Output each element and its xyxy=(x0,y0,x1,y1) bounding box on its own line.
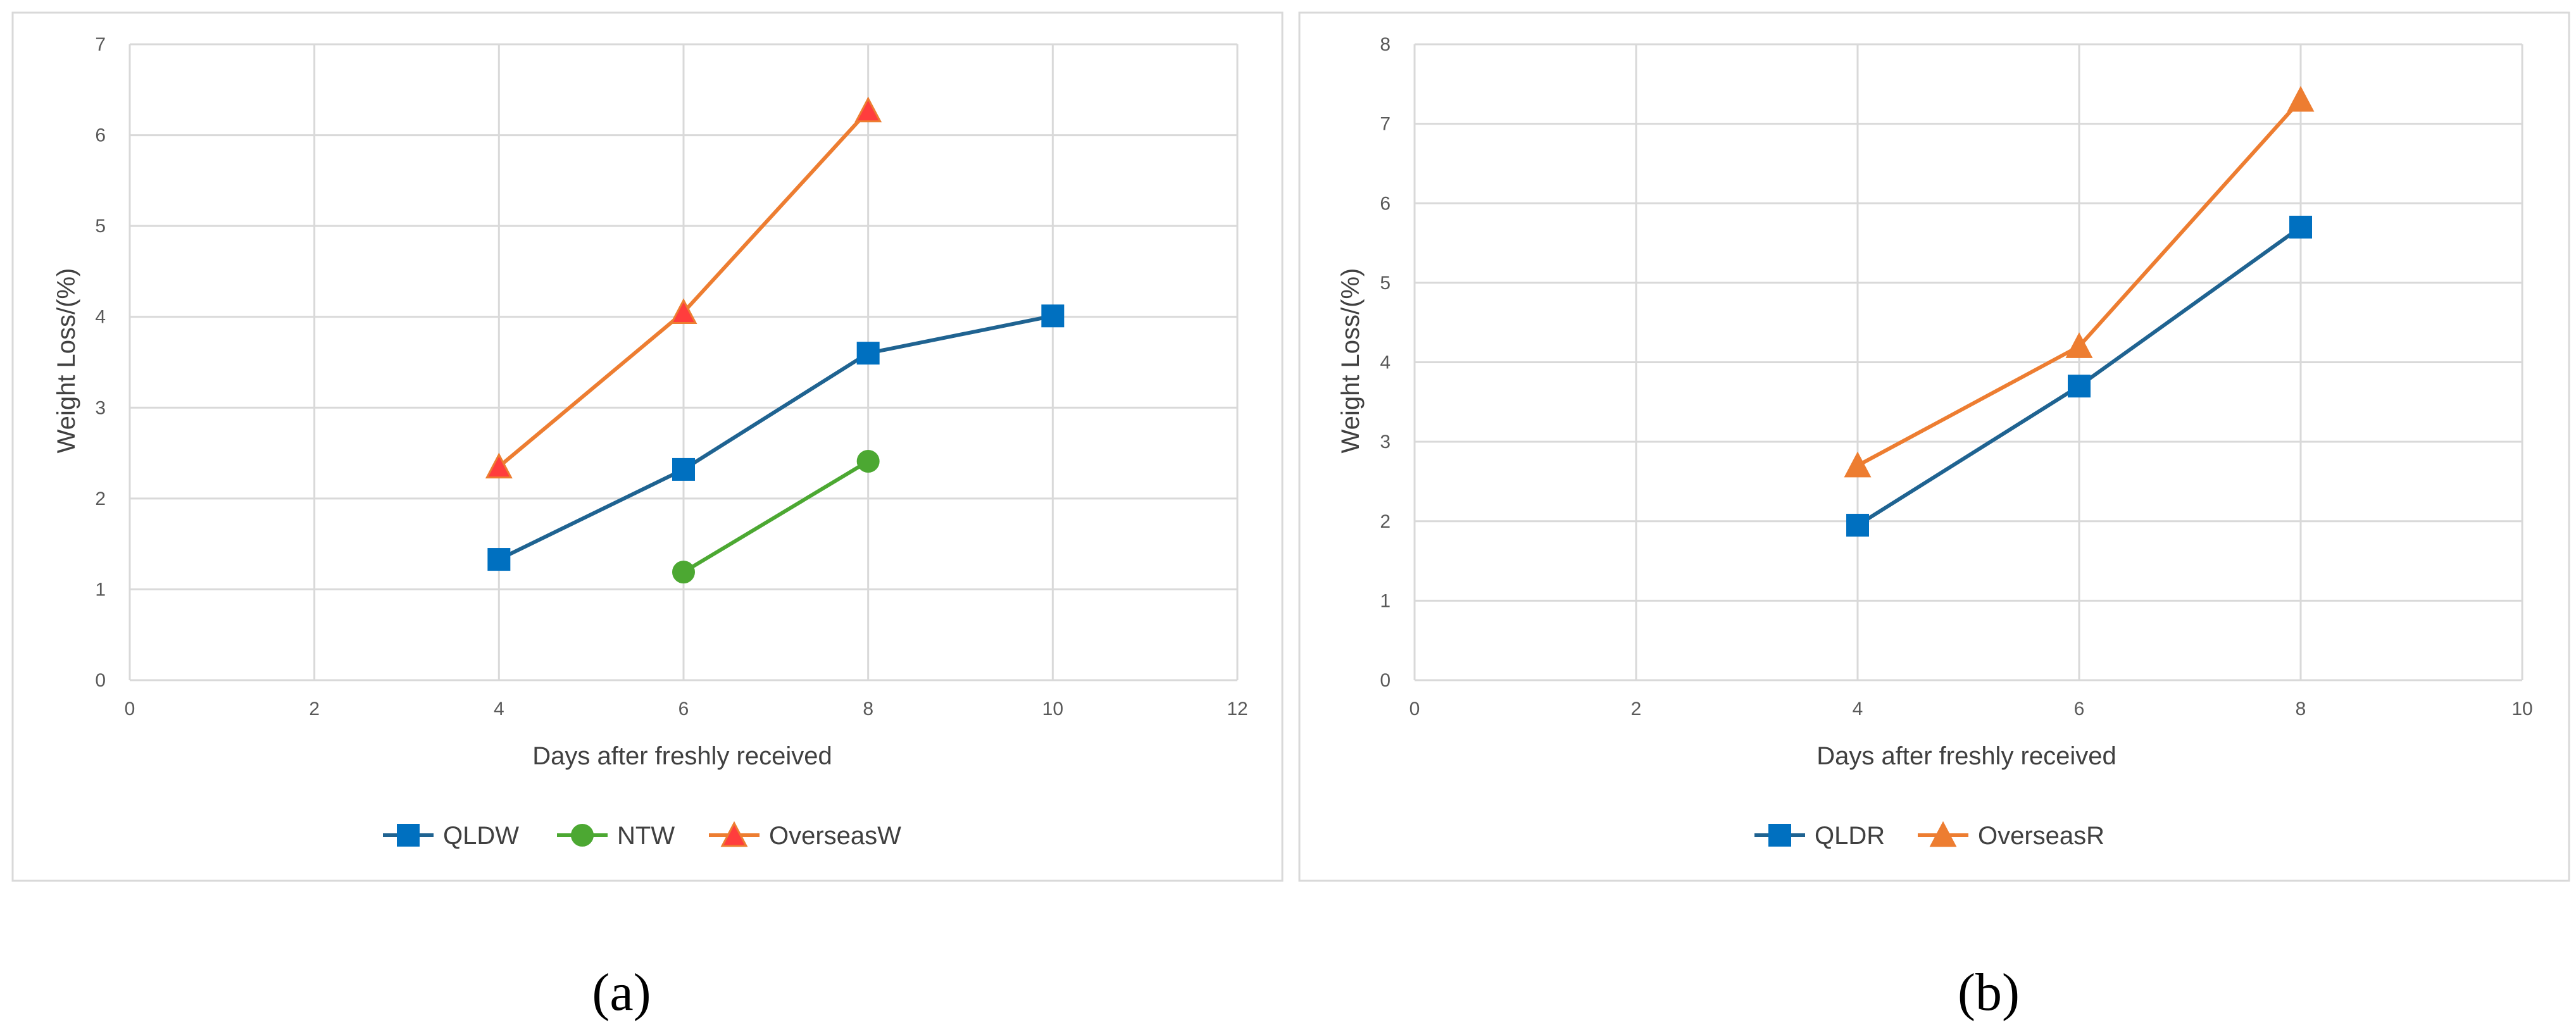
y-axis-title: Weight Loss/(%) xyxy=(53,268,80,454)
data-point-qldw xyxy=(856,342,880,365)
y-tick-label: 5 xyxy=(95,216,106,237)
panel-caption-a: (a) xyxy=(592,963,651,1022)
x-tick-label: 8 xyxy=(863,699,873,719)
data-point-qldr xyxy=(1846,514,1869,537)
legend-marker xyxy=(397,824,420,847)
x-tick-label: 4 xyxy=(1853,699,1863,719)
data-point-ntw xyxy=(672,561,695,584)
legend-label: OverseasW xyxy=(769,822,901,850)
x-axis-title: Days after freshly received xyxy=(1816,742,2116,770)
y-tick-label: 4 xyxy=(95,307,106,328)
legend-label: QLDR xyxy=(1815,822,1885,850)
y-tick-label: 2 xyxy=(95,488,106,509)
series-line-ntw xyxy=(682,459,870,574)
chart-frame xyxy=(11,11,1284,882)
y-tick-label: 3 xyxy=(1380,432,1391,452)
y-tick-label: 7 xyxy=(95,34,106,55)
y-tick-label: 6 xyxy=(1380,193,1391,214)
x-tick-label: 0 xyxy=(1410,699,1420,719)
y-tick-label: 0 xyxy=(95,670,106,691)
chart-panel-b: 0 2 4 6 8 10 0 1 2 3 4 5 6 7 8 Days after freshly rece… xyxy=(1298,11,2570,1022)
y-tick-label: 6 xyxy=(95,125,106,146)
y-tick-label: 1 xyxy=(1380,590,1391,611)
y-tick-label: 2 xyxy=(1380,511,1391,532)
y-tick-label: 4 xyxy=(1380,352,1391,373)
y-tick-label: 7 xyxy=(1380,114,1391,135)
legend-marker xyxy=(1768,824,1791,847)
y-tick-label: 0 xyxy=(1380,670,1391,691)
x-tick-label: 8 xyxy=(2296,699,2306,719)
x-tick-label: 6 xyxy=(678,699,689,719)
data-point-overseasr xyxy=(1844,451,1872,478)
y-tick-label: 1 xyxy=(95,579,106,600)
y-axis-title: Weight Loss/(%) xyxy=(1337,268,1365,454)
legend-label: OverseasR xyxy=(1978,822,2104,850)
chart-frame xyxy=(1298,11,2570,882)
y-tick-label: 5 xyxy=(1380,273,1391,294)
legend-marker xyxy=(1929,821,1957,847)
data-point-overseasw xyxy=(854,96,882,123)
y-tick-label: 3 xyxy=(95,397,106,418)
data-point-qldw xyxy=(487,548,511,571)
data-point-overseasw xyxy=(670,298,697,325)
x-tick-label: 12 xyxy=(1227,699,1247,719)
data-point-qldw xyxy=(672,457,695,481)
legend-marker xyxy=(720,821,748,847)
legend-marker xyxy=(571,824,594,847)
data-point-qldr xyxy=(2289,215,2312,239)
data-point-qldw xyxy=(1041,304,1065,328)
x-tick-label: 6 xyxy=(2074,699,2085,719)
data-point-overseasr xyxy=(2287,85,2315,112)
data-point-qldr xyxy=(2068,375,2091,398)
legend-label: NTW xyxy=(617,822,675,850)
series-line-qldw xyxy=(498,314,1053,561)
x-tick-label: 4 xyxy=(494,699,504,719)
panel-caption-b: (b) xyxy=(1958,963,2020,1022)
x-axis-title: Days after freshly received xyxy=(532,742,832,770)
x-tick-label: 2 xyxy=(309,699,320,719)
x-tick-label: 2 xyxy=(1631,699,1642,719)
data-point-overseasw xyxy=(485,452,513,479)
x-tick-label: 10 xyxy=(1042,699,1063,719)
y-tick-label: 8 xyxy=(1380,34,1391,55)
data-point-ntw xyxy=(856,449,880,473)
x-tick-label: 0 xyxy=(125,699,135,719)
data-point-overseasr xyxy=(2065,332,2093,358)
legend-label: QLDW xyxy=(443,822,519,850)
x-tick-label: 10 xyxy=(2511,699,2532,719)
